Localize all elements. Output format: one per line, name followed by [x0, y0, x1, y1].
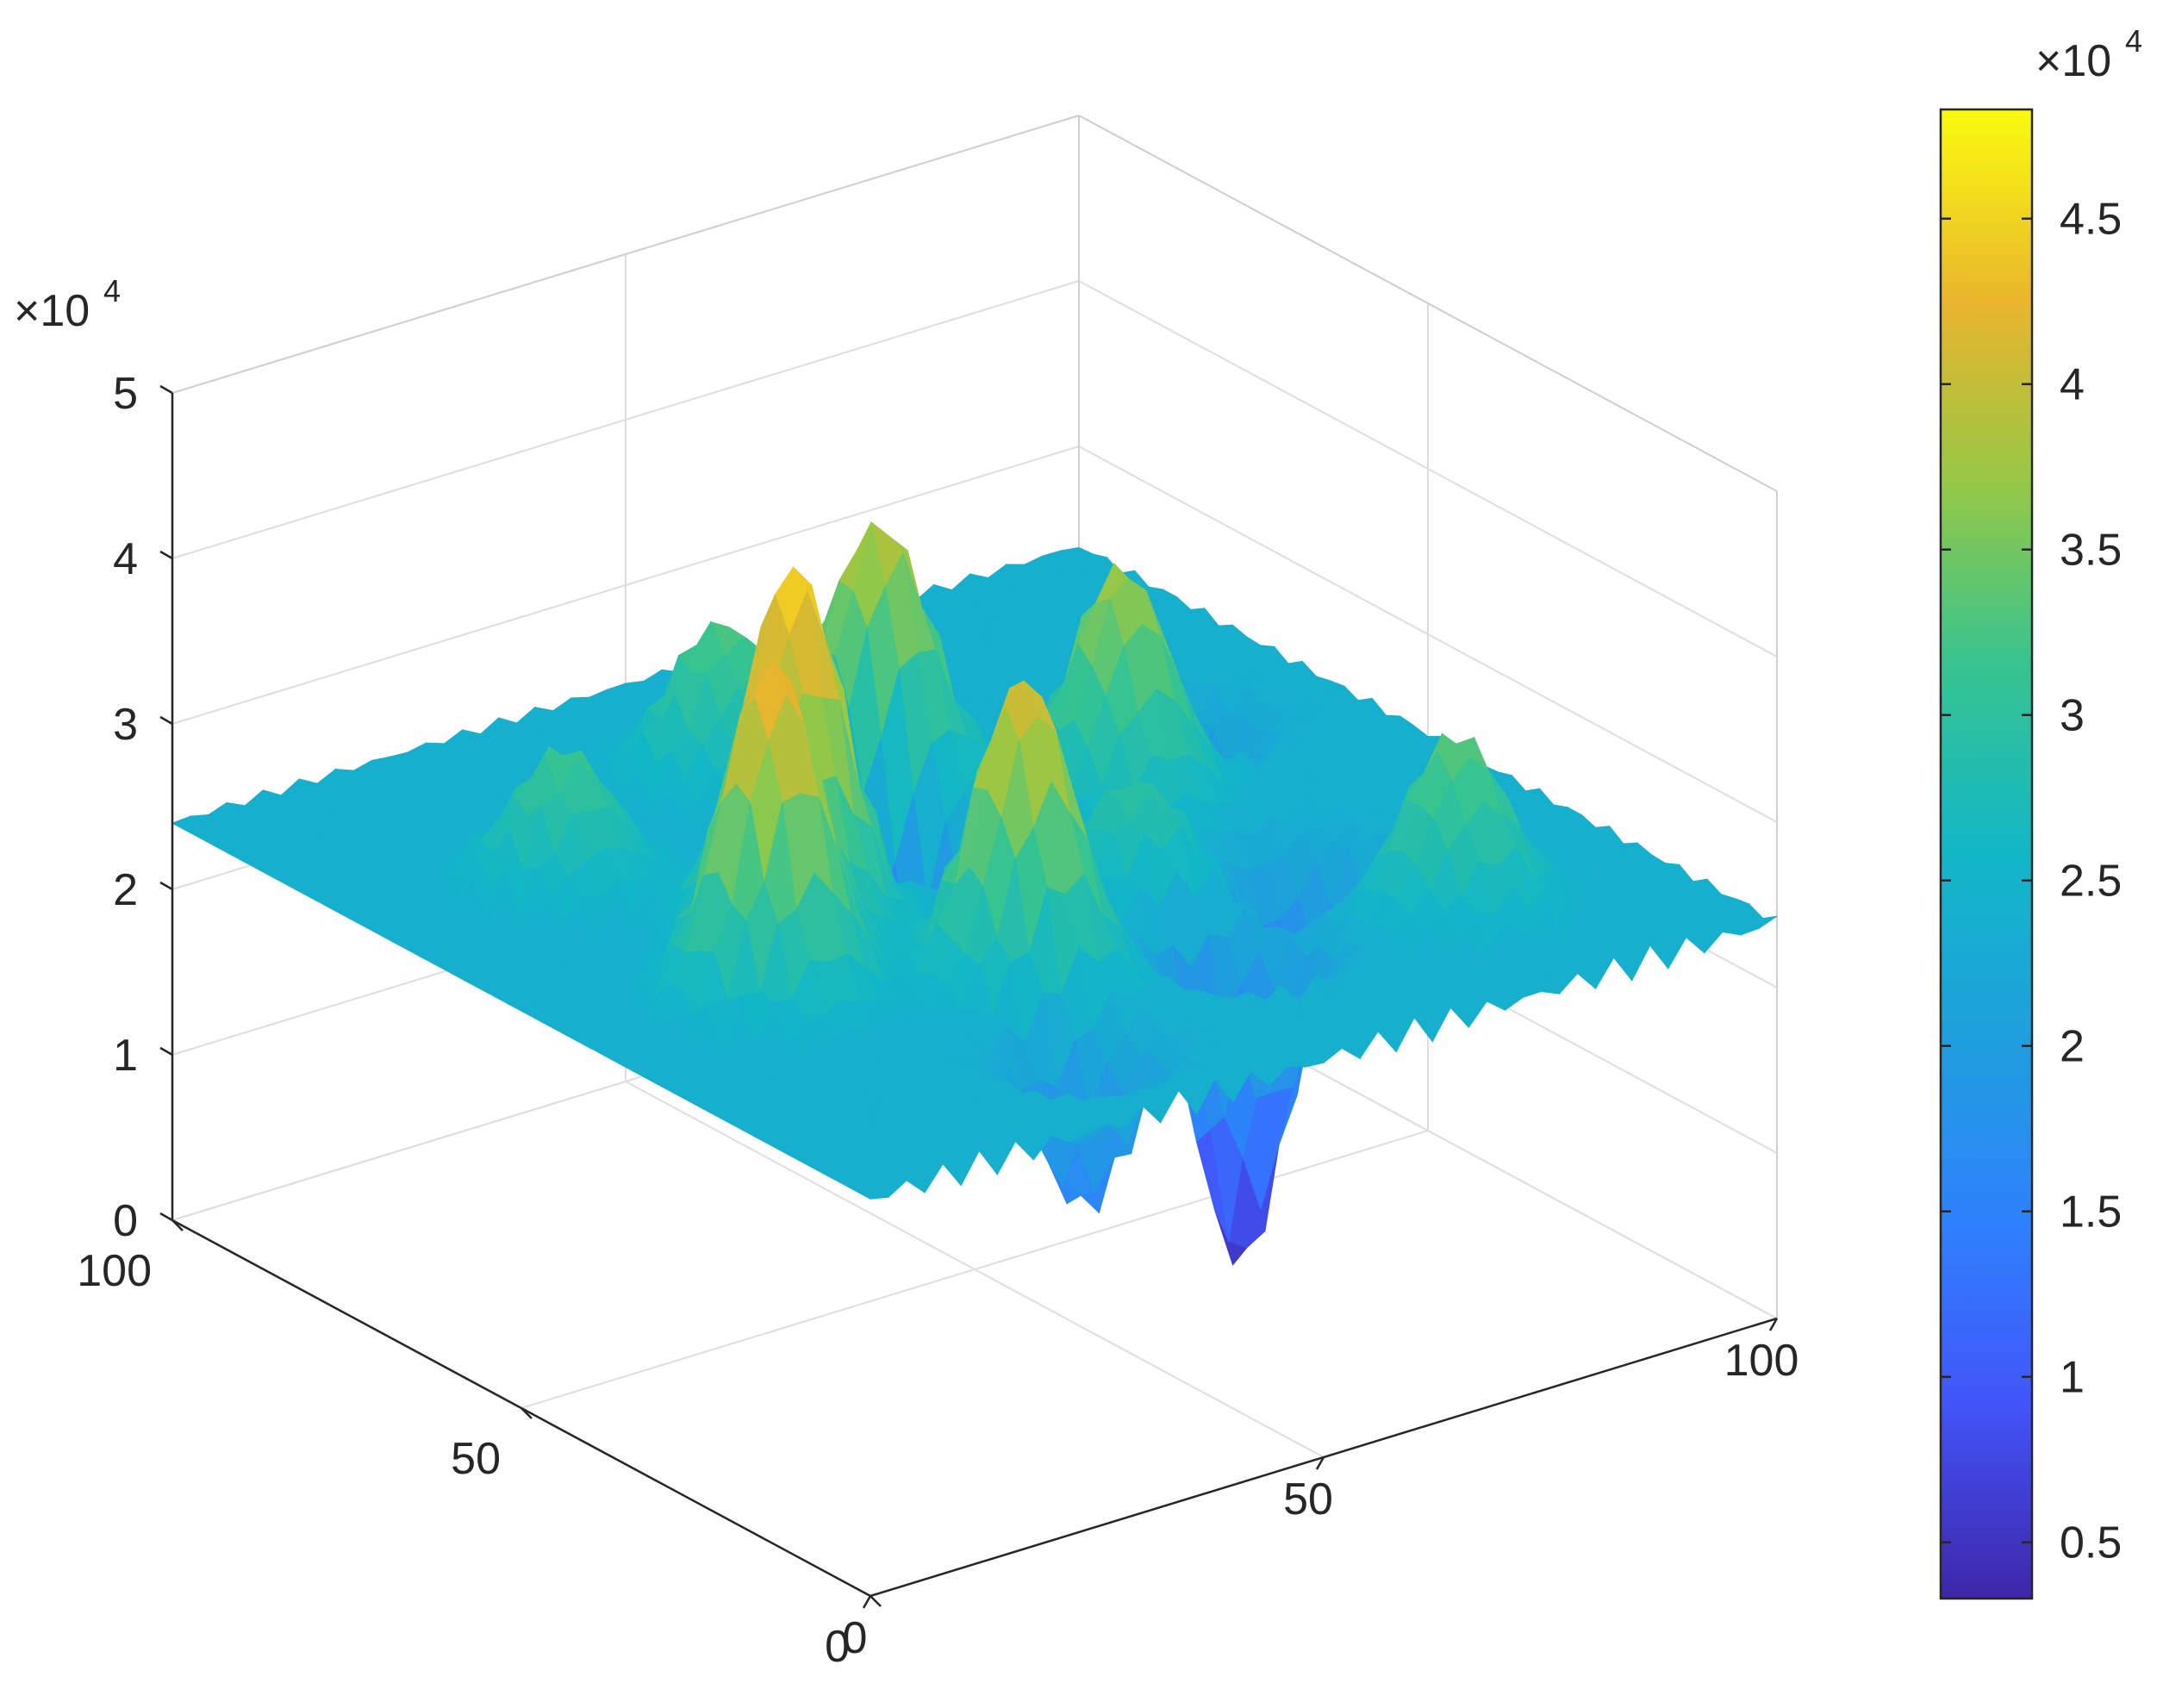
z-tick-label: 4 [113, 534, 138, 584]
y-tick-mark [171, 1219, 184, 1231]
y-tick-label: 100 [77, 1246, 152, 1296]
colorbar-tick-label: 0.5 [2060, 1518, 2122, 1568]
z-tick-mark [159, 1046, 173, 1057]
box-edge [1078, 115, 1778, 492]
colorbar-gradient [1939, 108, 2034, 1600]
colorbar-tick-label: 4.5 [2060, 195, 2122, 245]
colorbar-tick-label: 4 [2060, 360, 2085, 410]
wall-grid-line [171, 446, 1080, 725]
z-tick-mark [159, 881, 173, 891]
colorbar-tick-label: 3.5 [2060, 526, 2122, 576]
colorbar-tick-label: 2 [2060, 1022, 2085, 1072]
wall-grid-line [1078, 280, 1778, 658]
surface-mesh [171, 521, 1778, 1266]
surface-patch [855, 1181, 890, 1200]
z-tick-mark [159, 715, 173, 726]
x-tick-label: 0 [843, 1613, 868, 1663]
z-tick-mark [159, 384, 173, 395]
x-tick-mark [1768, 1318, 1779, 1331]
z-tick-label: 2 [113, 865, 138, 915]
y-tick-label: 0 [825, 1622, 850, 1672]
z-tick-label: 5 [113, 369, 138, 419]
x-tick-mark [862, 1595, 872, 1609]
x-tick-label: 50 [1283, 1474, 1333, 1524]
colorbar-tick-label: 3 [2060, 691, 2085, 741]
z-tick-label: 0 [113, 1196, 138, 1246]
wall-grid-line [171, 280, 1080, 559]
y-tick-mark [870, 1595, 882, 1607]
colorbar-tick-label: 1 [2060, 1353, 2085, 1403]
z-axis-exponent: ×10 4 [14, 273, 121, 336]
z-tick-label: 3 [113, 700, 138, 750]
z-tick-label: 1 [113, 1031, 138, 1081]
z-exponent-power: 4 [103, 273, 121, 309]
x-tick-mark [1315, 1456, 1325, 1470]
z-exponent-base: ×10 [14, 286, 90, 336]
colorbar-exponent-power: 4 [2125, 23, 2142, 59]
z-tick-mark [159, 1212, 173, 1222]
colorbar-exponent-base: ×10 [2035, 36, 2111, 86]
x-tick-label: 100 [1724, 1336, 1799, 1386]
box-edge [171, 115, 1080, 394]
colorbar-tick-label: 2.5 [2060, 857, 2122, 907]
floor-grid-line [520, 1130, 1429, 1409]
wall-grid-line [1078, 446, 1778, 823]
y-tick-label: 50 [451, 1434, 501, 1484]
colorbar: 0.5 1 1.5 2 2.5 3 3.5 4 4.5 ×10 4 [1939, 23, 2142, 1600]
z-tick-mark [159, 550, 173, 560]
colorbar-ticks: 0.5 1 1.5 2 2.5 3 3.5 4 4.5 [1941, 195, 2122, 1568]
colorbar-tick-label: 1.5 [2060, 1187, 2122, 1237]
y-tick-mark [520, 1407, 533, 1419]
